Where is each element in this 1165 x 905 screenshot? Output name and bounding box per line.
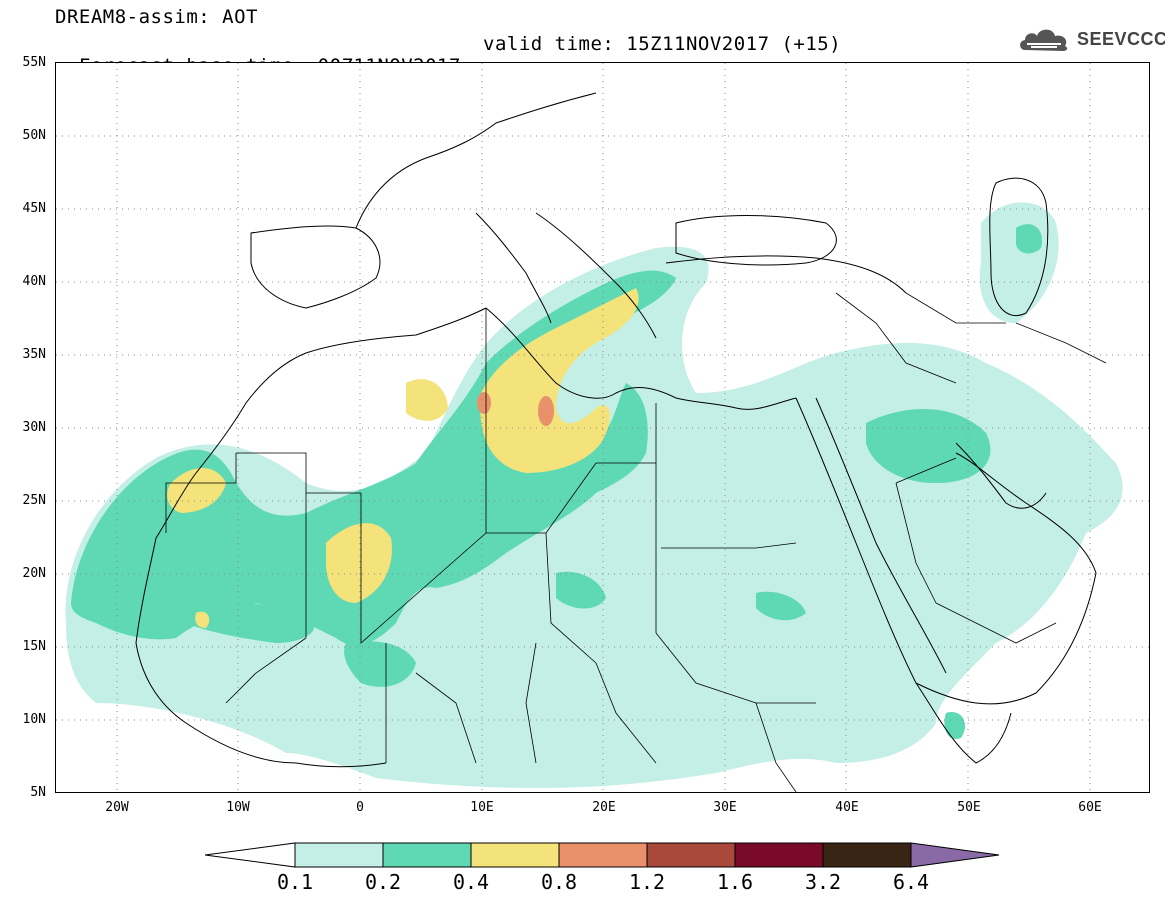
colorbar-label: 0.8 bbox=[540, 870, 578, 894]
map-title: DREAM8-assim: AOT bbox=[55, 6, 258, 28]
colorbar-swatch bbox=[822, 842, 912, 868]
lon-label: 20E bbox=[592, 800, 616, 815]
lat-label: 15N bbox=[22, 639, 46, 654]
lat-label: 40N bbox=[22, 274, 46, 289]
lon-label: 60E bbox=[1078, 800, 1102, 815]
aot-level-0.4 bbox=[167, 288, 639, 628]
colorbar-swatch bbox=[470, 842, 560, 868]
lat-label: 5N bbox=[30, 785, 46, 800]
lat-label: 25N bbox=[22, 493, 46, 508]
lat-label: 35N bbox=[22, 347, 46, 362]
colorbar-label: 0.1 bbox=[276, 870, 314, 894]
colorbar-swatch bbox=[558, 842, 648, 868]
valid-time: valid time: 15Z11NOV2017 (+15) bbox=[483, 33, 842, 55]
colorbar-label: 3.2 bbox=[804, 870, 842, 894]
colorbar-over bbox=[910, 842, 1000, 868]
lat-label: 30N bbox=[22, 420, 46, 435]
lat-label: 45N bbox=[22, 201, 46, 216]
seevccc-logo: SEEVCCC bbox=[1017, 24, 1165, 54]
lat-label: 55N bbox=[22, 55, 46, 70]
lon-label: 50E bbox=[957, 800, 981, 815]
coastlines bbox=[135, 92, 1097, 768]
lon-label: 20W bbox=[105, 800, 129, 815]
colorbar-under bbox=[205, 842, 296, 868]
lat-label: 50N bbox=[22, 128, 46, 143]
colorbar-label: 1.6 bbox=[716, 870, 754, 894]
colorbar-swatch bbox=[294, 842, 384, 868]
lon-label: 40E bbox=[835, 800, 859, 815]
colorbar-label: 1.2 bbox=[628, 870, 666, 894]
colorbar-swatch bbox=[646, 842, 736, 868]
lat-label: 20N bbox=[22, 566, 46, 581]
logo-text: SEEVCCC bbox=[1077, 28, 1165, 49]
colorbar-label: 6.4 bbox=[892, 870, 930, 894]
lat-label: 10N bbox=[22, 712, 46, 727]
colorbar bbox=[205, 842, 1000, 868]
aot-map bbox=[55, 62, 1150, 793]
colorbar-swatch bbox=[382, 842, 472, 868]
graticule bbox=[56, 63, 1149, 792]
lon-label: 10W bbox=[226, 800, 250, 815]
cloud-icon bbox=[1020, 29, 1068, 51]
colorbar-swatch bbox=[734, 842, 824, 868]
colorbar-label: 0.4 bbox=[452, 870, 490, 894]
lon-label: 30E bbox=[713, 800, 737, 815]
lon-label: 0 bbox=[356, 800, 364, 815]
political-borders bbox=[165, 292, 1107, 792]
aot-level-0.8 bbox=[477, 392, 554, 426]
lon-label: 10E bbox=[470, 800, 494, 815]
colorbar-label: 0.2 bbox=[364, 870, 402, 894]
map-canvas bbox=[56, 63, 1149, 792]
